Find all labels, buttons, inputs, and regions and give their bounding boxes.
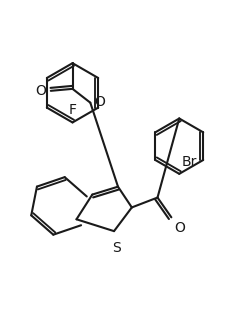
Text: O: O [35,84,46,98]
Text: F: F [69,102,77,116]
Text: O: O [94,95,105,109]
Text: O: O [174,221,185,235]
Text: S: S [112,241,120,255]
Text: Br: Br [181,155,197,169]
